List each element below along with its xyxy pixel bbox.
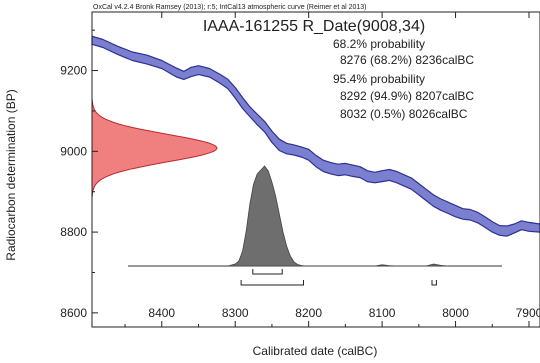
- x-tick-label-8300: 8300: [222, 306, 249, 320]
- x-tick-label-8000: 8000: [442, 306, 469, 320]
- posterior-distribution: [227, 165, 449, 267]
- y-tick-label-9000: 9000: [60, 144, 87, 158]
- y-tick-label-8800: 8800: [60, 225, 87, 239]
- header-note: OxCal v4.2.4 Bronk Ramsey (2013); r:5; I…: [93, 4, 367, 11]
- annotation-95-range-2: 8032 (0.5%) 8026calBC: [340, 107, 468, 121]
- annotation-95-heading: 95.4% probability: [333, 72, 425, 86]
- y-tick-label-8600: 8600: [60, 306, 87, 320]
- range-68-bracket-0: [252, 269, 283, 275]
- plot-frame: [91, 11, 540, 328]
- range-95-bracket-0: [240, 280, 304, 286]
- y-axis-label: Radiocarbon determination (BP): [4, 89, 18, 260]
- x-tick-label-8100: 8100: [369, 306, 396, 320]
- x-tick-label-7900: 7900: [516, 306, 540, 320]
- annotation-68-heading: 68.2% probability: [333, 37, 425, 51]
- chart-title: IAAA-161255 R_Date(9008,34): [203, 18, 425, 35]
- annotation-95-range-1: 8292 (94.9%) 8207calBC: [340, 89, 474, 103]
- range-95-bracket-1: [431, 280, 437, 286]
- calibration-curve-band: [91, 35, 540, 237]
- x-tick-label-8400: 8400: [148, 306, 175, 320]
- x-tick-label-8200: 8200: [295, 306, 322, 320]
- measurement-distribution: [91, 99, 218, 197]
- annotation-68-range: 8276 (68.2%) 8236calBC: [340, 53, 474, 67]
- plot-area: 8400 8300 8200 8100 8000 7900 8600 8800 9000 9200: [60, 11, 540, 328]
- x-axis-label: Calibrated date (calBC): [253, 344, 378, 358]
- y-tick-label-9200: 9200: [60, 64, 87, 78]
